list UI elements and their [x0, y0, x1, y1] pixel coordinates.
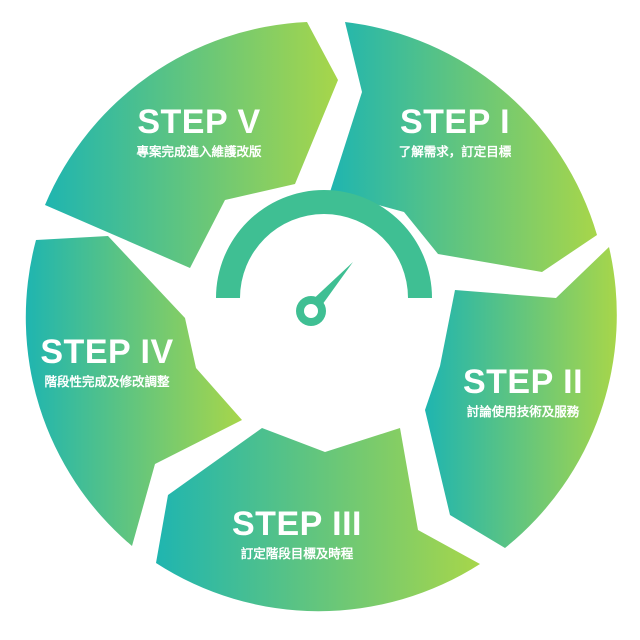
step-ii-label: STEP II 討論使用技術及服務 — [463, 363, 583, 421]
segment-step-v — [45, 22, 338, 268]
segment-step-i — [330, 22, 597, 272]
step-iv-title: STEP IV — [40, 333, 174, 371]
step-v-label: STEP V 專案完成進入維護改版 — [136, 103, 261, 161]
step-iii-label: STEP III 訂定階段目標及時程 — [232, 505, 362, 563]
speedometer-gauge-icon — [216, 190, 432, 326]
step-ii-title: STEP II — [462, 363, 584, 401]
segment-step-iii — [156, 428, 480, 612]
step-v-title: STEP V — [137, 103, 261, 141]
segment-step-iv — [25, 236, 242, 546]
step-i-label: STEP I 了解需求，訂定目標 — [399, 103, 512, 161]
step-iv-description: 階段性完成及修改調整 — [44, 374, 170, 389]
step-ii-description: 討論使用技術及服務 — [466, 404, 580, 419]
step-v-description: 專案完成進入維護改版 — [136, 144, 262, 159]
step-iv-label: STEP IV 階段性完成及修改調整 — [40, 333, 173, 391]
step-i-description: 了解需求，訂定目標 — [398, 144, 512, 159]
step-iii-description: 訂定階段目標及時程 — [240, 546, 354, 561]
segment-step-ii — [425, 247, 617, 548]
step-i-title: STEP I — [399, 103, 511, 141]
step-iii-title: STEP III — [232, 505, 362, 543]
